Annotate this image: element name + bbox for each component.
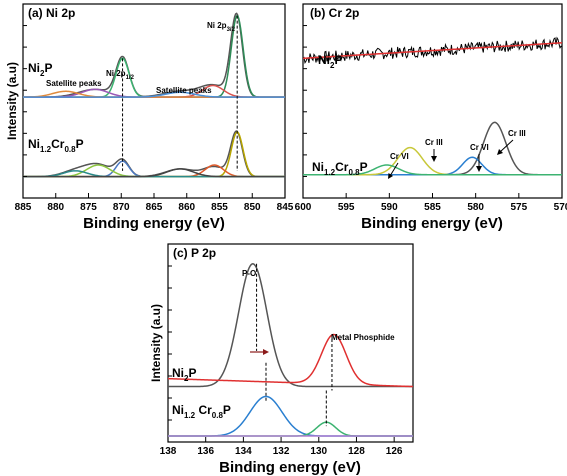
x-tick-label: 875 <box>80 202 97 213</box>
panel-title: (c) P 2p <box>173 246 216 260</box>
series-line-metal-phosphide <box>167 333 414 388</box>
series-line-fit <box>302 42 563 60</box>
annotation-p-o: P-O <box>242 269 256 278</box>
p-curves <box>167 263 414 437</box>
x-axis-title: Binding energy (eV) <box>83 215 225 232</box>
x-tick-label: 870 <box>113 202 130 213</box>
cr-ticks: 600 595 590 585 580 575 570 <box>295 25 567 213</box>
annotation-cr-vi-left: Cr VI <box>390 152 409 161</box>
series-line-raw <box>302 36 563 65</box>
annotation-satellite-right: Satellite peaks <box>156 86 212 95</box>
x-tick-label: 600 <box>295 202 312 213</box>
series-line-cr-vi-2p1-2 <box>303 164 562 176</box>
x-tick-label: 134 <box>235 446 252 457</box>
plot-frame <box>22 3 286 199</box>
x-tick-label: 580 <box>467 202 484 213</box>
x-axis-title: Binding energy (eV) <box>219 459 361 476</box>
y-axis-title: Intensity (a.u) <box>5 62 19 140</box>
x-tick-label: 590 <box>381 202 398 213</box>
x-tick-label: 845 <box>277 202 294 213</box>
plot-frame <box>167 243 414 443</box>
sample-label-ni2p: Ni2P <box>28 61 52 78</box>
panel-p-2p: 138 136 134 132 130 128 126 (c) P 2p Intensity… <box>149 243 414 476</box>
sample-label-ni12cr08p: Ni1.2 Cr0.8P <box>172 403 231 420</box>
series-line-p-o <box>168 263 413 388</box>
sample-label-ni2p: Ni2P <box>318 53 342 70</box>
sample-label-ni12cr08p: Ni1.2Cr0.8P <box>312 160 368 177</box>
y-axis-title: Intensity (a.u) <box>149 304 163 382</box>
x-tick-label: 136 <box>197 446 214 457</box>
x-tick-label: 132 <box>273 446 290 457</box>
annotation-ni-2p3-2: Ni 2p3/2 <box>207 21 236 33</box>
x-tick-label: 880 <box>47 202 64 213</box>
arrow-cr-iii-right <box>497 139 514 155</box>
annotation-cr-vi-right: Cr VI <box>470 143 489 152</box>
annotation-cr-iii-left: Cr III <box>425 138 443 147</box>
ni-curves <box>22 12 285 178</box>
x-tick-label: 860 <box>178 202 195 213</box>
cr-curves <box>302 36 563 176</box>
sample-label-ni2p: Ni2P <box>172 366 196 383</box>
annotation-cr-iii-right: Cr III <box>508 129 526 138</box>
arrow-cr-iii-left <box>431 149 437 162</box>
panel-ni-2p: 885 880 875 870 865 860 855 850 845 (a) Ni 2p In… <box>5 3 294 232</box>
x-tick-label: 128 <box>348 446 365 457</box>
arrow-cr-vi-left <box>388 162 399 179</box>
x-tick-label: 126 <box>386 446 403 457</box>
x-tick-label: 850 <box>244 202 261 213</box>
x-tick-label: 585 <box>424 202 441 213</box>
p-ticks: 138 136 134 132 130 128 126 <box>160 265 403 457</box>
annotation-satellite-left: Satellite peaks <box>46 79 102 88</box>
x-axis-title: Binding energy (eV) <box>361 215 503 232</box>
panel-cr-2p: 600 595 590 585 580 575 570 (b) Cr 2p Binding … <box>295 3 567 232</box>
panel-title: (b) Cr 2p <box>310 6 359 20</box>
x-tick-label: 855 <box>211 202 228 213</box>
x-tick-label: 138 <box>160 446 177 457</box>
ni-ticks: 885 880 875 870 865 860 855 850 845 <box>15 25 294 213</box>
arrow-cr-vi-right <box>476 154 482 172</box>
x-tick-label: 885 <box>15 202 32 213</box>
annotation-metal-phosphide: Metal Phosphide <box>331 333 395 342</box>
x-tick-label: 570 <box>554 202 567 213</box>
x-tick-label: 865 <box>146 202 163 213</box>
x-tick-label: 130 <box>310 446 327 457</box>
panel-title: (a) Ni 2p <box>28 6 75 20</box>
annotation-ni-2p1-2: Ni 2p1/2 <box>106 69 135 81</box>
series-line-satellite <box>23 168 285 178</box>
sample-label-ni12cr08p: Ni1.2Cr0.8P <box>28 137 84 154</box>
shift-arrow <box>250 349 269 355</box>
series-line-satellite <box>23 91 285 98</box>
x-tick-label: 575 <box>510 202 527 213</box>
x-tick-label: 595 <box>338 202 355 213</box>
